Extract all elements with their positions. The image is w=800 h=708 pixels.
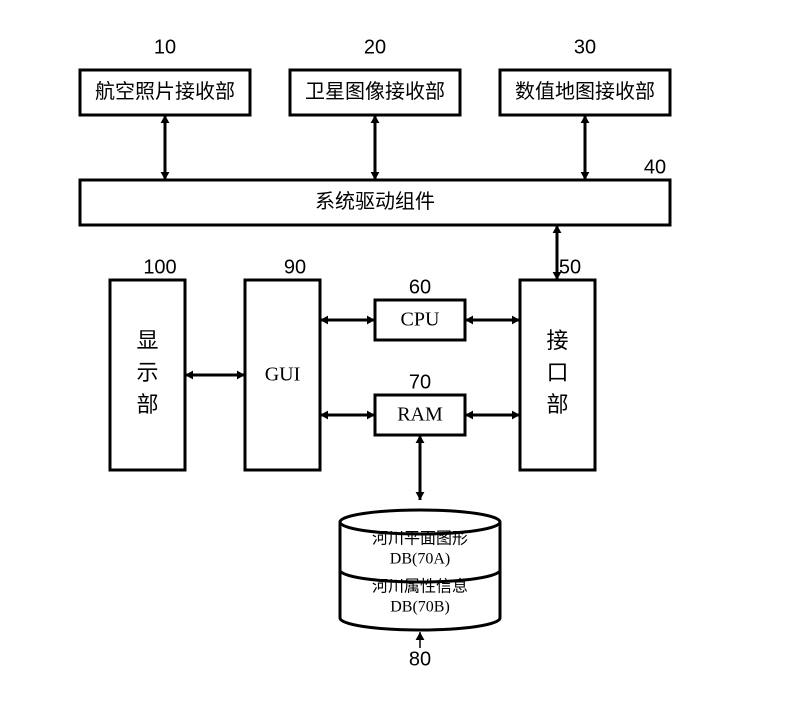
node-label-n60: CPU: [401, 309, 440, 331]
node-label-n30: 数值地图接收部: [515, 80, 655, 103]
node-number-n70: 70: [409, 371, 431, 393]
block-diagram: 航空照片接收部10卫星图像接收部20数值地图接收部30系统驱动组件40显示部10…: [0, 0, 800, 708]
node-number-n40: 40: [644, 156, 666, 178]
node-label-n50-2: 部: [546, 392, 568, 417]
node-label-n50-0: 接: [546, 328, 568, 353]
node-number-n90: 90: [284, 256, 306, 278]
node-number-n20: 20: [364, 36, 386, 58]
node-number-n100: 100: [143, 256, 176, 278]
db-line-0: 河川平面图形: [372, 530, 468, 548]
node-number-n30: 30: [574, 36, 596, 58]
node-label-n10: 航空照片接收部: [95, 80, 235, 103]
db-line-2: 河川属性信息: [372, 578, 468, 596]
node-number-n10: 10: [154, 36, 176, 58]
node-label-n20: 卫星图像接收部: [305, 80, 445, 103]
node-number-n80: 80: [409, 648, 431, 670]
node-number-n60: 60: [409, 276, 431, 298]
node-label-n40: 系统驱动组件: [315, 190, 435, 213]
node-number-n50: 50: [559, 256, 581, 278]
node-label-n100-0: 显: [136, 328, 158, 353]
node-label-n70: RAM: [397, 404, 443, 426]
db-line-3: DB(70B): [390, 599, 450, 616]
node-label-n90: GUI: [265, 364, 301, 386]
node-label-n100-1: 示: [136, 360, 158, 385]
node-label-n100-2: 部: [136, 392, 158, 417]
db-line-1: DB(70A): [390, 551, 450, 568]
node-label-n50-1: 口: [546, 360, 568, 385]
